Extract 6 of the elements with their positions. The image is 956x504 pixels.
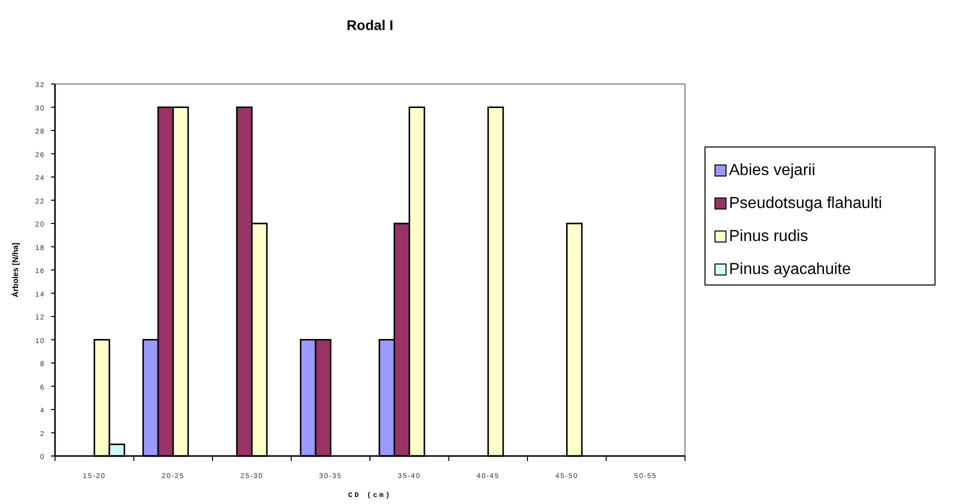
chart-title: Rodal I	[346, 17, 394, 33]
y-axis-title: Árboles [N/ha]	[10, 242, 20, 298]
legend-label: Pseudotsuga flahaulti	[729, 195, 882, 212]
legend-label: Pinus rudis	[729, 228, 808, 245]
legend-label: Abies vejarii	[729, 162, 816, 179]
legend-label: Pinus ayacahuite	[729, 261, 851, 278]
